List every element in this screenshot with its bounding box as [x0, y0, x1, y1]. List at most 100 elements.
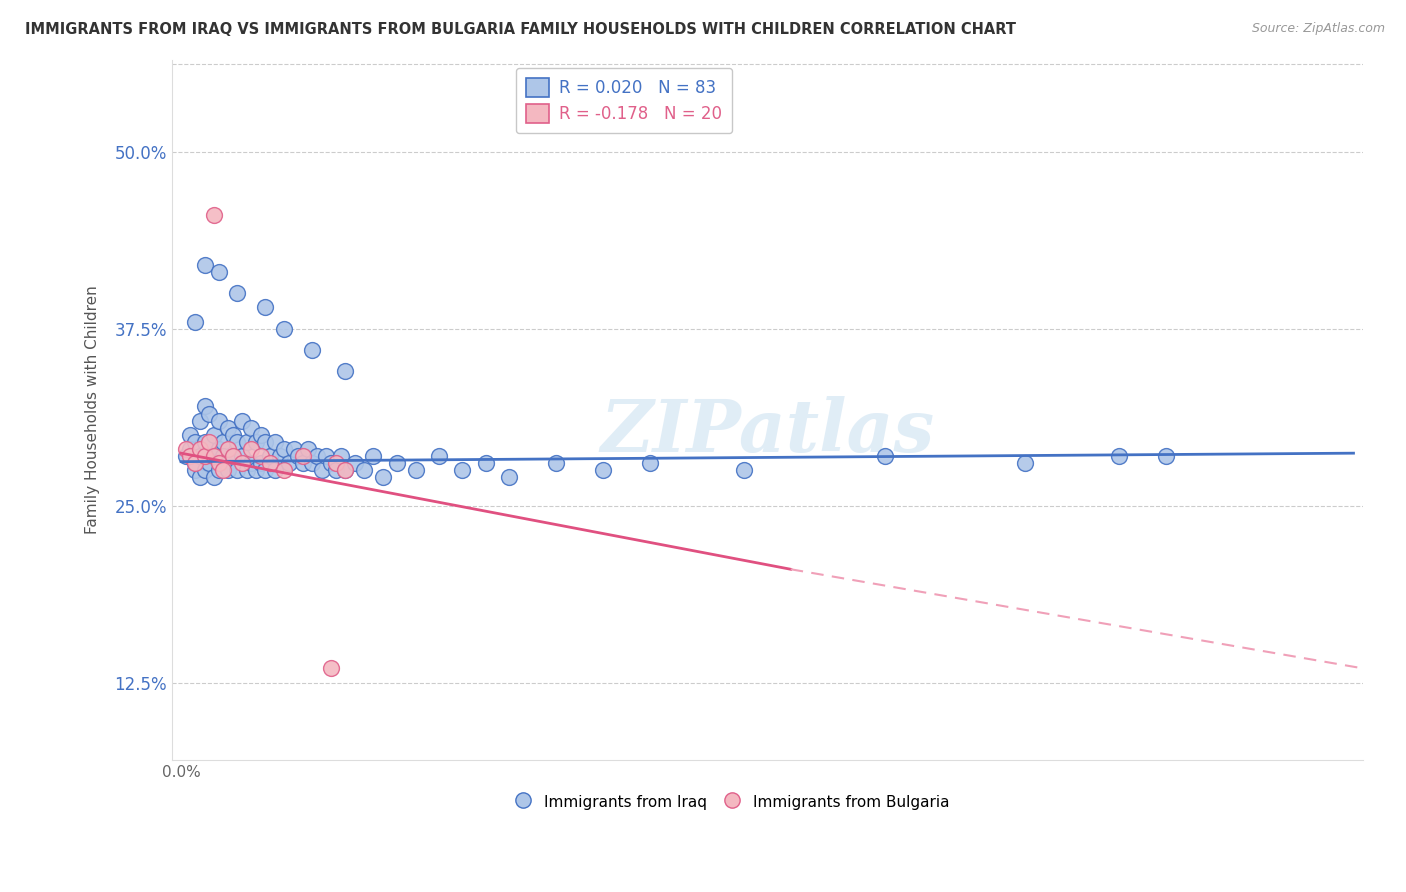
Point: [335, 463, 357, 477]
Point: [259, 449, 281, 463]
Point: [733, 463, 755, 477]
Point: [193, 449, 215, 463]
Point: [427, 449, 450, 463]
Legend: Immigrants from Iraq, Immigrants from Bulgaria: Immigrants from Iraq, Immigrants from Bu…: [508, 788, 956, 816]
Point: [174, 442, 197, 456]
Point: [212, 449, 235, 463]
Point: [184, 314, 207, 328]
Point: [245, 434, 267, 449]
Point: [592, 463, 614, 477]
Point: [325, 456, 347, 470]
Point: [240, 442, 263, 456]
Point: [202, 449, 225, 463]
Point: [321, 456, 343, 470]
Point: [207, 463, 229, 477]
Point: [221, 449, 243, 463]
Point: [269, 449, 291, 463]
Point: [254, 463, 277, 477]
Point: [202, 470, 225, 484]
Point: [221, 427, 243, 442]
Point: [277, 456, 299, 470]
Point: [273, 442, 295, 456]
Point: [217, 442, 239, 456]
Point: [217, 420, 239, 434]
Point: [263, 434, 285, 449]
Point: [259, 456, 281, 470]
Point: [245, 463, 267, 477]
Point: [226, 463, 249, 477]
Point: [184, 456, 207, 470]
Point: [193, 434, 215, 449]
Point: [202, 449, 225, 463]
Point: [188, 449, 211, 463]
Point: [546, 456, 568, 470]
Point: [301, 343, 323, 357]
Point: [307, 449, 329, 463]
Point: [188, 414, 211, 428]
Point: [321, 661, 343, 675]
Point: [343, 456, 366, 470]
Point: [263, 463, 285, 477]
Point: [179, 427, 201, 442]
Point: [217, 463, 239, 477]
Point: [184, 463, 207, 477]
Point: [188, 470, 211, 484]
Point: [315, 449, 337, 463]
Point: [325, 463, 347, 477]
Point: [335, 364, 357, 378]
Point: [207, 442, 229, 456]
Point: [353, 463, 375, 477]
Point: [240, 420, 263, 434]
Point: [335, 463, 357, 477]
Point: [498, 470, 520, 484]
Point: [212, 463, 235, 477]
Point: [297, 442, 319, 456]
Point: [249, 449, 271, 463]
Point: [273, 463, 295, 477]
Point: [301, 456, 323, 470]
Point: [193, 400, 215, 414]
Point: [240, 456, 263, 470]
Point: [254, 434, 277, 449]
Point: [207, 456, 229, 470]
Point: [311, 463, 333, 477]
Point: [198, 456, 221, 470]
Point: [249, 456, 271, 470]
Point: [451, 463, 474, 477]
Point: [179, 442, 201, 456]
Point: [1108, 449, 1130, 463]
Point: [1154, 449, 1177, 463]
Point: [226, 434, 249, 449]
Point: [198, 407, 221, 421]
Point: [231, 456, 253, 470]
Point: [184, 434, 207, 449]
Point: [193, 463, 215, 477]
Point: [638, 456, 661, 470]
Point: [291, 449, 314, 463]
Point: [291, 456, 314, 470]
Point: [371, 470, 394, 484]
Text: IMMIGRANTS FROM IRAQ VS IMMIGRANTS FROM BULGARIA FAMILY HOUSEHOLDS WITH CHILDREN: IMMIGRANTS FROM IRAQ VS IMMIGRANTS FROM …: [25, 22, 1017, 37]
Point: [231, 414, 253, 428]
Point: [385, 456, 408, 470]
Point: [226, 286, 249, 301]
Point: [207, 414, 229, 428]
Point: [221, 449, 243, 463]
Point: [184, 456, 207, 470]
Point: [212, 434, 235, 449]
Point: [283, 442, 305, 456]
Point: [405, 463, 427, 477]
Point: [235, 463, 257, 477]
Point: [202, 208, 225, 222]
Point: [202, 427, 225, 442]
Text: ZIPatlas: ZIPatlas: [600, 395, 935, 467]
Point: [179, 449, 201, 463]
Point: [329, 449, 352, 463]
Point: [207, 265, 229, 279]
Point: [231, 449, 253, 463]
Point: [235, 434, 257, 449]
Text: Source: ZipAtlas.com: Source: ZipAtlas.com: [1251, 22, 1385, 36]
Point: [273, 321, 295, 335]
Point: [174, 449, 197, 463]
Point: [475, 456, 498, 470]
